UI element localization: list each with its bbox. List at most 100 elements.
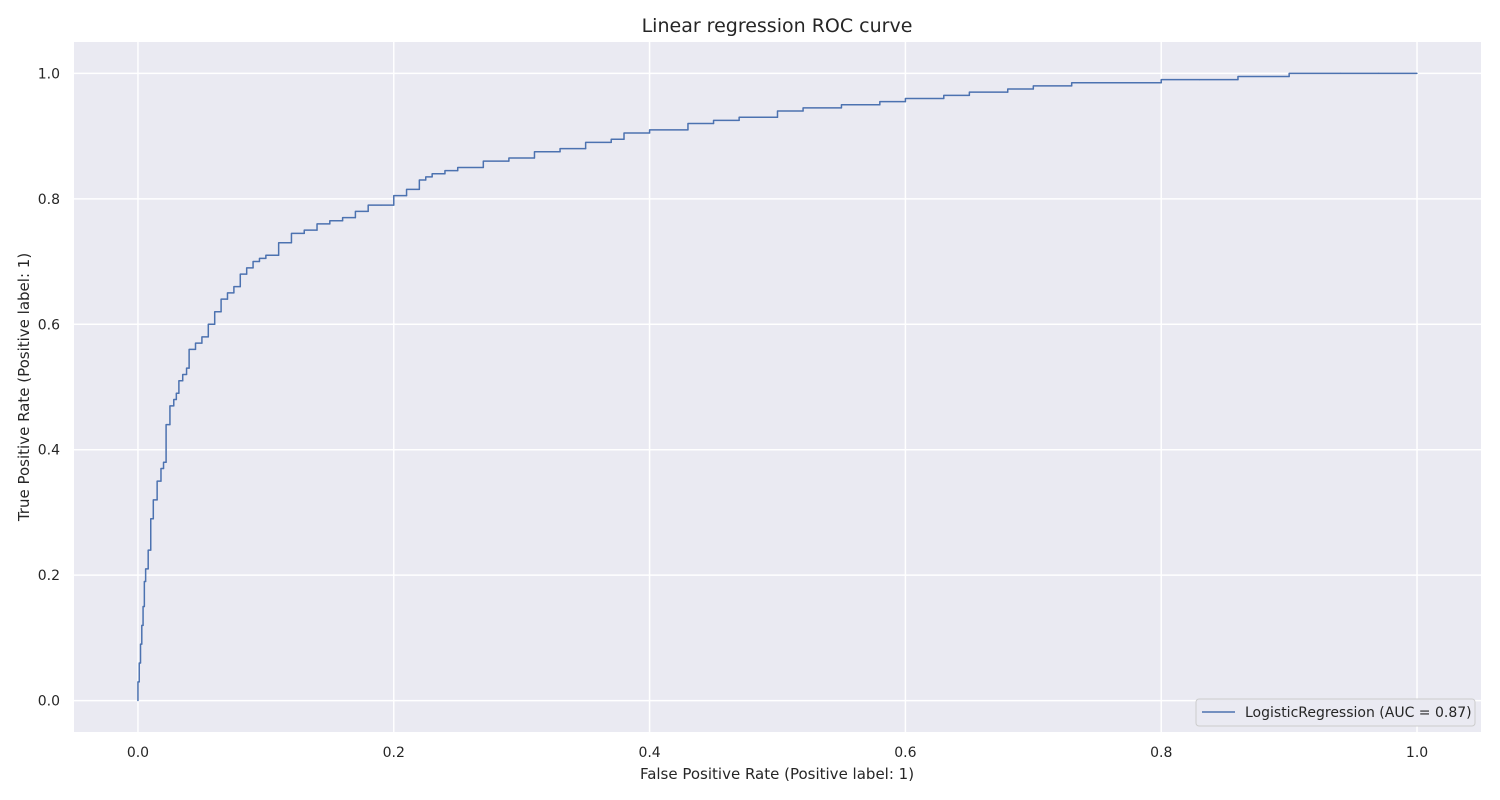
x-tick-label: 0.2	[383, 745, 405, 761]
roc-curve-point	[143, 605, 145, 608]
y-tick-label: 0.2	[38, 568, 60, 584]
x-tick-label: 0.0	[127, 745, 149, 761]
roc-curve-point	[165, 461, 167, 463]
roc-curve-point	[1007, 91, 1009, 93]
roc-curve-point	[482, 166, 484, 169]
roc-curve-point	[150, 549, 152, 551]
roc-curve-point	[265, 257, 267, 260]
roc-curve-point	[162, 467, 165, 470]
roc-curve-point	[418, 188, 420, 191]
roc-curve-point	[1237, 79, 1239, 81]
roc-curve-point	[457, 169, 459, 172]
roc-curve-point	[1032, 88, 1034, 90]
roc-curve-point	[1071, 85, 1073, 87]
plot-area	[74, 42, 1481, 732]
roc-curve-point	[137, 700, 139, 702]
roc-curve-point	[182, 380, 184, 382]
x-tick-label: 0.4	[638, 745, 660, 761]
roc-curve-point	[1288, 75, 1290, 78]
roc-curve-point	[508, 160, 510, 162]
tick-labels: 0.0 0.2 0.4 0.6 0.8 1.0 0.0 0.2 0.4 0.6 0.8 1.0	[38, 66, 1428, 761]
roc-curve-point	[316, 229, 318, 231]
roc-curve-point	[145, 580, 147, 583]
roc-curve-point	[879, 104, 881, 106]
roc-curve-point	[178, 392, 180, 394]
roc-curve-point	[303, 232, 305, 234]
roc-curve-point	[610, 141, 612, 143]
roc-curve-point	[1096, 82, 1098, 84]
roc-curve-point	[220, 311, 222, 313]
roc-curve-point	[533, 157, 536, 159]
roc-curve-point	[367, 210, 369, 212]
roc-curve-point	[1339, 72, 1341, 74]
roc-curve-point	[342, 220, 344, 222]
roc-curve-point	[141, 643, 143, 645]
legend: LogisticRegression (AUC = 0.87)	[1195, 698, 1476, 727]
roc-curve-point	[188, 367, 190, 369]
roc-curve-point	[214, 323, 216, 325]
roc-curve-point	[840, 107, 843, 109]
roc-curve-point	[1199, 79, 1201, 81]
roc-curve-point	[201, 342, 203, 344]
roc-curve-point	[194, 348, 197, 350]
roc-curve-point	[559, 151, 561, 153]
roc-curve-point	[142, 624, 144, 626]
y-tick-label: 0.8	[38, 192, 60, 208]
roc-curve-point	[393, 204, 395, 206]
roc-curve-point	[185, 373, 188, 376]
roc-curve-point	[169, 424, 171, 426]
roc-curve-point	[160, 480, 162, 482]
roc-curve-point	[239, 286, 241, 288]
roc-curve-point	[226, 298, 229, 300]
x-tick-label: 1.0	[1406, 745, 1428, 761]
y-tick-label: 0.6	[38, 317, 60, 333]
roc-curve-point	[207, 336, 209, 338]
roc-curve-point	[152, 518, 154, 520]
roc-curve-point	[258, 260, 261, 263]
roc-curve-line	[137, 72, 1418, 701]
x-tick-label: 0.6	[894, 745, 916, 761]
y-axis-label: True Positive Rate (Positive label: 1)	[15, 253, 33, 522]
roc-curve-point	[1416, 72, 1418, 74]
roc-curve-point	[290, 242, 293, 244]
chart-title: Linear regression ROC curve	[642, 15, 913, 37]
y-tick-label: 1.0	[38, 66, 60, 82]
roc-curve-point	[687, 129, 689, 131]
roc-curve-point	[156, 499, 158, 501]
x-axis-label: False Positive Rate (Positive label: 1)	[640, 765, 914, 783]
roc-curve-point	[738, 119, 740, 122]
roc-curve-point	[943, 97, 945, 100]
roc-curve-point	[802, 110, 804, 112]
roc-curve-point	[968, 94, 970, 96]
roc-curve-point	[776, 116, 779, 118]
y-tick-label: 0.0	[38, 694, 60, 710]
roc-curve-point	[1378, 72, 1380, 74]
roc-curve-point	[175, 398, 177, 401]
roc-curve-point	[278, 254, 280, 256]
y-tick-label: 0.4	[38, 443, 60, 459]
roc-curve-point	[173, 405, 175, 407]
grid	[74, 42, 1481, 732]
roc-curve-point	[904, 100, 907, 103]
roc-curve-point	[138, 681, 140, 683]
roc-curve-point	[1160, 82, 1162, 84]
legend-label: LogisticRegression (AUC = 0.87)	[1245, 705, 1472, 721]
roc-curve-point	[246, 273, 248, 275]
roc-curve-point	[329, 223, 331, 225]
curve-layer	[137, 72, 1418, 702]
x-tick-label: 0.8	[1150, 745, 1172, 761]
roc-curve-point	[380, 204, 382, 206]
roc-curve-point	[431, 176, 433, 178]
legend-box	[1195, 698, 1476, 727]
roc-curve-point	[147, 568, 149, 570]
roc-curve-point	[425, 179, 427, 181]
roc-curve-point	[648, 132, 651, 134]
roc-curve-point	[354, 217, 356, 219]
roc-curve-point	[712, 122, 715, 125]
roc-curve-point	[139, 662, 142, 664]
roc-curve-point	[233, 292, 235, 294]
roc-curve-point	[585, 148, 587, 150]
roc-curve-point	[444, 173, 446, 175]
roc-curve-point	[405, 195, 408, 197]
